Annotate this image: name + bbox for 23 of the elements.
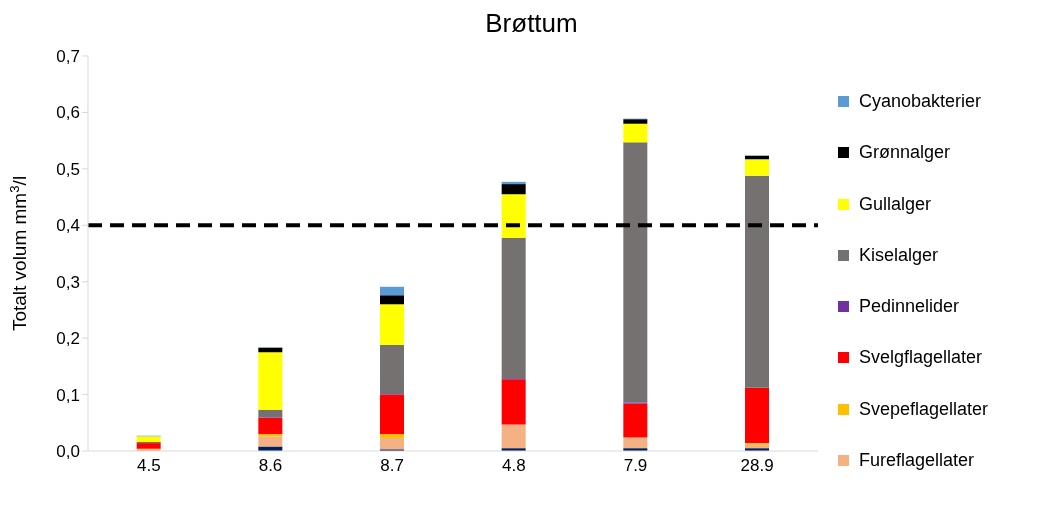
y-tick-label: 0,4 [56,216,80,236]
x-tick-label: 8.6 [258,456,283,476]
legend-label: Svelgflagellater [859,347,983,369]
legend-label: Fureflagellater [859,449,975,471]
legend-label: Pedinnelider [859,296,960,318]
legend-label: Grønnalger [859,142,951,164]
y-tick-label: 0,3 [56,272,80,292]
legend-label: Cyanobakterier [859,91,982,113]
x-tick-label: 7.9 [623,456,648,476]
x-tick-label: 28.9 [740,456,774,476]
chart-title: Brøttum [484,8,579,40]
y-tick-label: 0,6 [56,103,80,123]
x-tick-label: 4.5 [137,456,161,476]
legend-label: Kiselalger [859,244,939,266]
y-tick-label: 0,5 [56,159,80,179]
legend-label: Gullalger [859,193,932,215]
y-tick-label: 0,1 [56,385,80,405]
x-tick-label: 8.7 [380,456,404,476]
y-tick-label: 0,7 [56,47,80,67]
legend-label: Svepeflagellater [859,398,989,420]
y-tick-label: 0,2 [56,329,80,349]
y-tick-label: 0,0 [56,442,80,462]
x-tick-label: 4.8 [502,456,526,476]
